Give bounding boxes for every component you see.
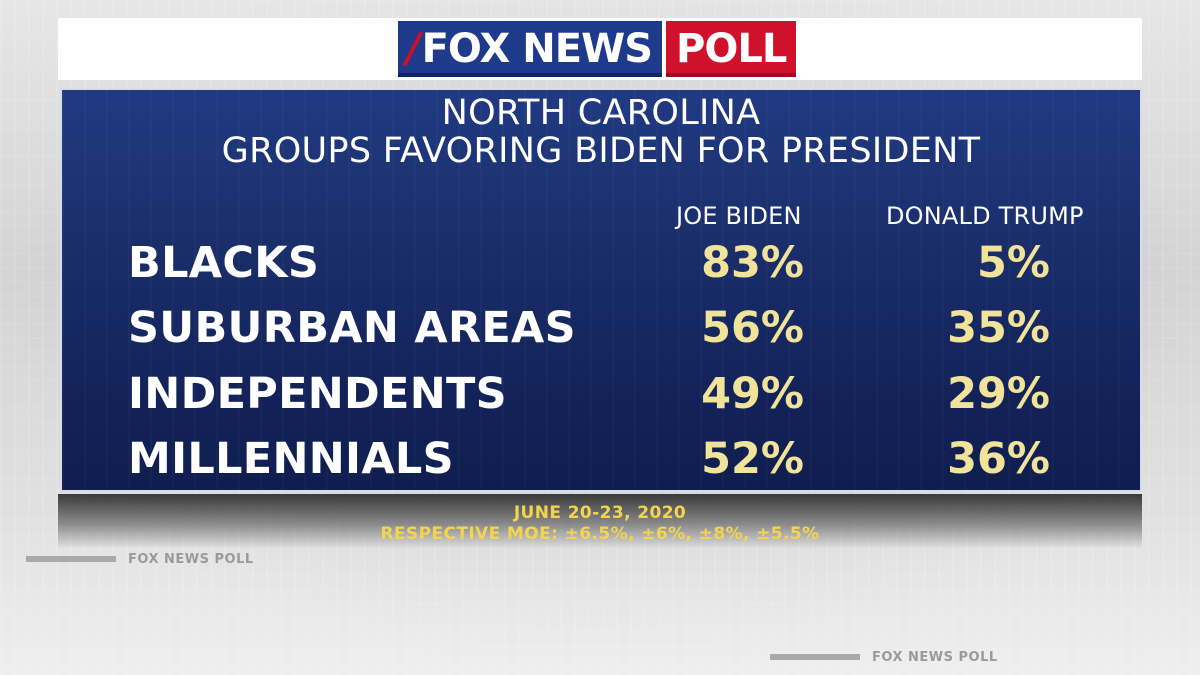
chart-subtitle: GROUPS FAVORING BIDEN FOR PRESIDENT [221, 131, 981, 171]
value-trump: 29% [947, 369, 1050, 419]
value-trump: 5% [976, 238, 1050, 288]
poll-panel: NORTH CAROLINA GROUPS FAVORING BIDEN FOR… [60, 88, 1142, 492]
background-bar [770, 654, 860, 660]
column-header-trump: DONALD TRUMP [886, 202, 1084, 230]
poll-dates: JUNE 20-23, 2020 [513, 503, 687, 523]
row-label: INDEPENDENTS [128, 369, 507, 419]
value-trump: 36% [947, 434, 1050, 484]
value-biden: 56% [701, 303, 804, 353]
column-header-biden: JOE BIDEN [676, 202, 802, 230]
value-biden: 83% [701, 238, 804, 288]
row-label: SUBURBAN AREAS [128, 303, 576, 353]
background-bar [26, 556, 116, 562]
logo-slash-icon: / [406, 26, 421, 72]
logo-fox-news-text: FOX NEWS [421, 26, 653, 72]
value-trump: 35% [947, 303, 1050, 353]
margin-of-error: RESPECTIVE MOE: ±6.5%, ±6%, ±8%, ±5.5% [380, 524, 820, 544]
row-label: BLACKS [128, 238, 320, 288]
poll-wordmark: POLL [666, 21, 797, 77]
background-ghost-logo: FOX NEWS POLL [128, 552, 254, 567]
fox-news-wordmark: /FOX NEWS [398, 21, 663, 77]
row-label: MILLENNIALS [128, 434, 454, 484]
chart-title: NORTH CAROLINA [441, 93, 761, 133]
background-ghost-logo: FOX NEWS POLL [872, 650, 998, 665]
footer-band [58, 494, 1142, 549]
fox-news-poll-logo: /FOX NEWS POLL [398, 21, 797, 77]
value-biden: 49% [701, 369, 804, 419]
value-biden: 52% [701, 434, 804, 484]
